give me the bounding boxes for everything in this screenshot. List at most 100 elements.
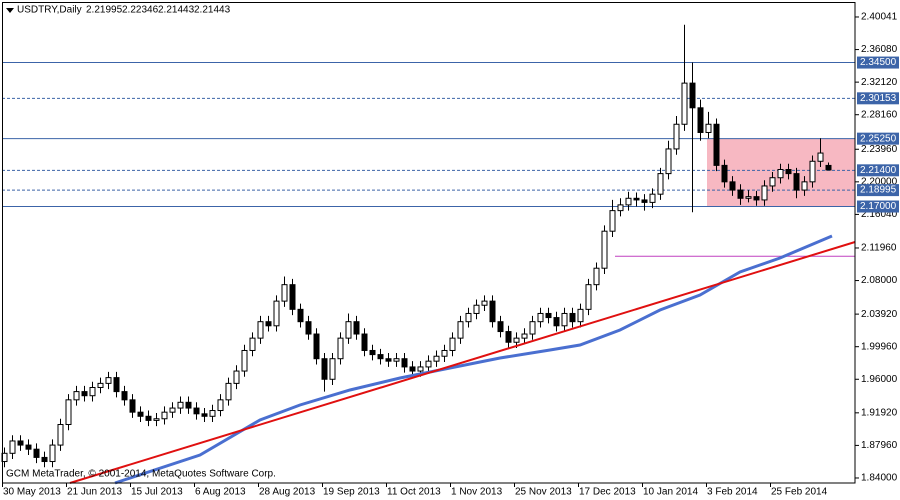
candle-body bbox=[241, 349, 248, 372]
x-tick-label: 30 May 2013 bbox=[3, 487, 61, 498]
candle-body bbox=[553, 317, 560, 327]
candle-body bbox=[193, 407, 200, 415]
candle-body bbox=[705, 123, 712, 133]
x-tick-label: 6 Aug 2013 bbox=[195, 487, 246, 498]
symbol-icon bbox=[6, 8, 14, 13]
candle-body bbox=[233, 370, 240, 384]
candle-body bbox=[185, 401, 192, 409]
candle-body bbox=[465, 312, 472, 323]
candle-body bbox=[289, 284, 296, 310]
candle-body bbox=[425, 360, 432, 368]
candle-body bbox=[9, 440, 16, 454]
x-tick-label: 10 Jan 2014 bbox=[643, 487, 698, 498]
candle-body bbox=[817, 152, 824, 162]
level-label: 2.21400 bbox=[860, 165, 897, 176]
x-tick-label: 25 Nov 2013 bbox=[515, 487, 572, 498]
candle-body bbox=[561, 312, 568, 327]
candle-body bbox=[601, 230, 608, 269]
candle-body bbox=[121, 391, 128, 401]
ohlc-low: 2.21443 bbox=[158, 5, 195, 16]
candle-body bbox=[521, 333, 528, 339]
candle-body bbox=[577, 308, 584, 323]
candle-body bbox=[41, 456, 48, 463]
candle-body bbox=[401, 358, 408, 368]
candle-body bbox=[641, 199, 648, 203]
candle-body bbox=[793, 173, 800, 191]
candle-body bbox=[209, 410, 216, 417]
candle-body bbox=[529, 321, 536, 335]
x-tick-label: 25 Feb 2014 bbox=[771, 487, 828, 498]
candle-body bbox=[25, 444, 32, 450]
level-label: 2.17000 bbox=[860, 201, 897, 212]
ohlc-close: 2.21443 bbox=[194, 5, 231, 16]
candle-body bbox=[697, 107, 704, 133]
candle-body bbox=[449, 337, 456, 351]
candle-body bbox=[17, 440, 24, 446]
candle-body bbox=[281, 284, 288, 302]
candle-body bbox=[73, 391, 80, 401]
candle-body bbox=[609, 210, 616, 232]
candle-body bbox=[497, 321, 504, 333]
candle-body bbox=[785, 168, 792, 175]
candle-body bbox=[481, 300, 488, 306]
level-label-box bbox=[857, 132, 899, 145]
candle-body bbox=[313, 333, 320, 360]
candle-body bbox=[153, 418, 160, 421]
candle-body bbox=[377, 354, 384, 360]
candle-body bbox=[177, 401, 184, 409]
level-label: 2.25250 bbox=[860, 133, 897, 144]
candle-body bbox=[137, 411, 144, 417]
candle-body bbox=[761, 185, 768, 201]
candle-body bbox=[273, 300, 280, 327]
candle-body bbox=[457, 321, 464, 339]
candle-body bbox=[129, 399, 136, 413]
y-tick-label: 1.84000 bbox=[861, 473, 898, 484]
y-tick-label: 2.40041 bbox=[861, 12, 898, 23]
y-tick-label: 1.99960 bbox=[861, 341, 898, 352]
candle-body bbox=[65, 399, 72, 426]
candle-body bbox=[737, 189, 744, 199]
candle-body bbox=[657, 173, 664, 195]
candle-body bbox=[329, 358, 336, 380]
candle-body bbox=[777, 168, 784, 179]
y-tick-label: 2.32120 bbox=[861, 77, 898, 88]
candle-body bbox=[217, 399, 224, 412]
level-label: 2.18995 bbox=[860, 185, 897, 196]
candle-body bbox=[649, 193, 656, 203]
symbol-label: USDTRY,Daily bbox=[17, 5, 82, 16]
ohlc-open: 2.21995 bbox=[86, 5, 123, 16]
candle-body bbox=[801, 181, 808, 191]
candle-body bbox=[321, 358, 328, 380]
candle-body bbox=[225, 382, 232, 401]
candle-body bbox=[721, 164, 728, 183]
candle-body bbox=[89, 386, 96, 397]
level-label: 2.34500 bbox=[860, 57, 897, 68]
x-tick-label: 11 Oct 2013 bbox=[387, 487, 441, 498]
y-tick-label: 1.87960 bbox=[861, 440, 898, 451]
candle-body bbox=[625, 197, 632, 206]
candle-body bbox=[161, 411, 168, 420]
candle-body bbox=[729, 181, 736, 191]
candle-body bbox=[297, 308, 304, 323]
candle-body bbox=[473, 304, 480, 314]
y-tick-label: 2.36080 bbox=[861, 44, 898, 55]
level-label-box bbox=[857, 56, 899, 69]
candle-body bbox=[593, 267, 600, 286]
x-tick-label: 3 Feb 2014 bbox=[707, 487, 758, 498]
level-label-box bbox=[857, 184, 899, 197]
candle-body bbox=[681, 82, 688, 125]
y-tick-label: 2.23960 bbox=[861, 144, 898, 155]
candle-body bbox=[713, 123, 720, 166]
candle-body bbox=[385, 358, 392, 362]
candle-body bbox=[409, 366, 416, 372]
candle-body bbox=[353, 321, 360, 335]
candle-body bbox=[345, 321, 352, 339]
candle-body bbox=[105, 377, 112, 384]
candle-body bbox=[441, 349, 448, 357]
candle-body bbox=[265, 321, 272, 327]
ohlc-high: 2.22346 bbox=[122, 5, 159, 16]
plot-border bbox=[2, 2, 856, 484]
candle-body bbox=[673, 123, 680, 150]
candle-body bbox=[433, 355, 440, 362]
